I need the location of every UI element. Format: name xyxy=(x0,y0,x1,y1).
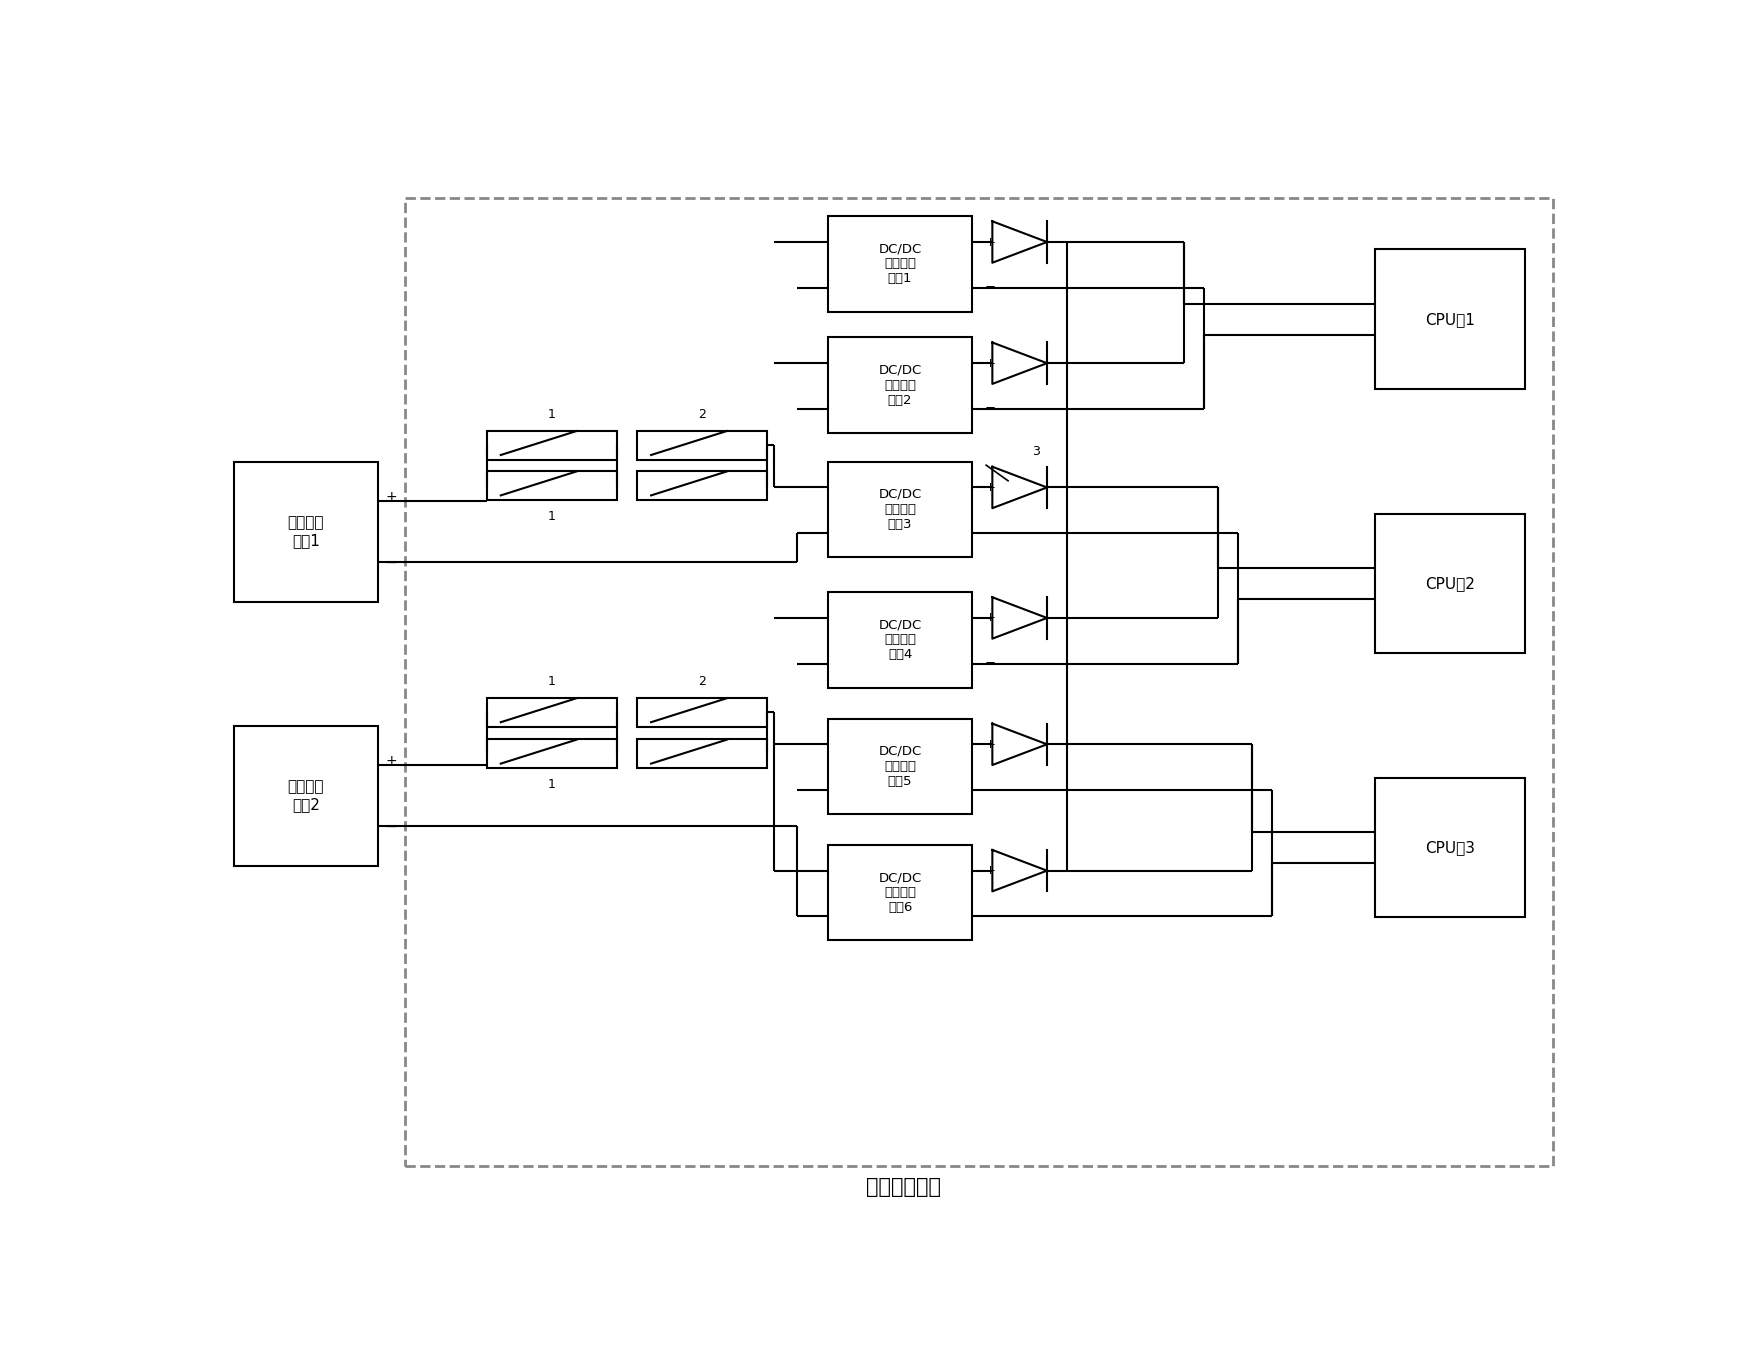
Text: 嵌入式计算机: 嵌入式计算机 xyxy=(866,1177,941,1197)
Text: −: − xyxy=(984,527,996,539)
Bar xyxy=(636,430,767,460)
Text: 2: 2 xyxy=(698,675,705,687)
Bar xyxy=(829,338,971,433)
Text: +: + xyxy=(984,235,994,249)
Text: +: + xyxy=(984,482,994,494)
Text: −: − xyxy=(984,909,996,923)
Text: DC/DC
二次电源
模块1: DC/DC 二次电源 模块1 xyxy=(878,242,922,285)
Bar xyxy=(487,430,617,460)
Bar xyxy=(234,726,377,866)
Text: −: − xyxy=(984,658,996,670)
Bar xyxy=(829,718,971,814)
Bar xyxy=(636,471,767,500)
Bar xyxy=(829,592,971,687)
Text: 直流稳压
电源1: 直流稳压 电源1 xyxy=(287,515,324,547)
Text: +: + xyxy=(984,356,994,370)
Bar xyxy=(636,740,767,768)
Bar xyxy=(487,740,617,768)
Bar xyxy=(1375,514,1525,654)
Text: −: − xyxy=(984,402,996,416)
Bar xyxy=(487,698,617,726)
Text: DC/DC
二次电源
模块5: DC/DC 二次电源 模块5 xyxy=(878,745,922,788)
Text: 1: 1 xyxy=(548,510,555,523)
Bar xyxy=(829,217,971,312)
Text: CPU板3: CPU板3 xyxy=(1425,841,1476,855)
Bar xyxy=(829,845,971,940)
Text: 1: 1 xyxy=(548,675,555,687)
Text: 1: 1 xyxy=(548,779,555,791)
Bar xyxy=(234,461,377,601)
Text: DC/DC
二次电源
模块4: DC/DC 二次电源 模块4 xyxy=(878,619,922,662)
Text: −: − xyxy=(984,784,996,796)
Bar xyxy=(829,461,971,557)
Text: +: + xyxy=(984,612,994,624)
Bar xyxy=(636,698,767,726)
Bar xyxy=(1375,249,1525,389)
Bar xyxy=(405,198,1553,1166)
Text: +: + xyxy=(386,753,397,768)
Text: 直流稳压
电源2: 直流稳压 电源2 xyxy=(287,780,324,812)
Text: DC/DC
二次电源
模块6: DC/DC 二次电源 模块6 xyxy=(878,872,922,915)
Text: CPU板1: CPU板1 xyxy=(1425,312,1476,327)
Text: −: − xyxy=(386,555,397,569)
Text: DC/DC
二次电源
模块3: DC/DC 二次电源 模块3 xyxy=(878,488,922,531)
Text: DC/DC
二次电源
模块2: DC/DC 二次电源 模块2 xyxy=(878,363,922,406)
Text: 3: 3 xyxy=(1031,445,1040,457)
Text: 1: 1 xyxy=(548,408,555,421)
Text: 2: 2 xyxy=(698,408,705,421)
Text: +: + xyxy=(984,863,994,877)
Text: CPU板2: CPU板2 xyxy=(1425,576,1476,590)
Text: −: − xyxy=(984,281,996,295)
Text: −: − xyxy=(386,819,397,834)
Bar xyxy=(487,471,617,500)
Bar xyxy=(1375,777,1525,917)
Text: +: + xyxy=(386,490,397,504)
Text: +: + xyxy=(984,738,994,751)
